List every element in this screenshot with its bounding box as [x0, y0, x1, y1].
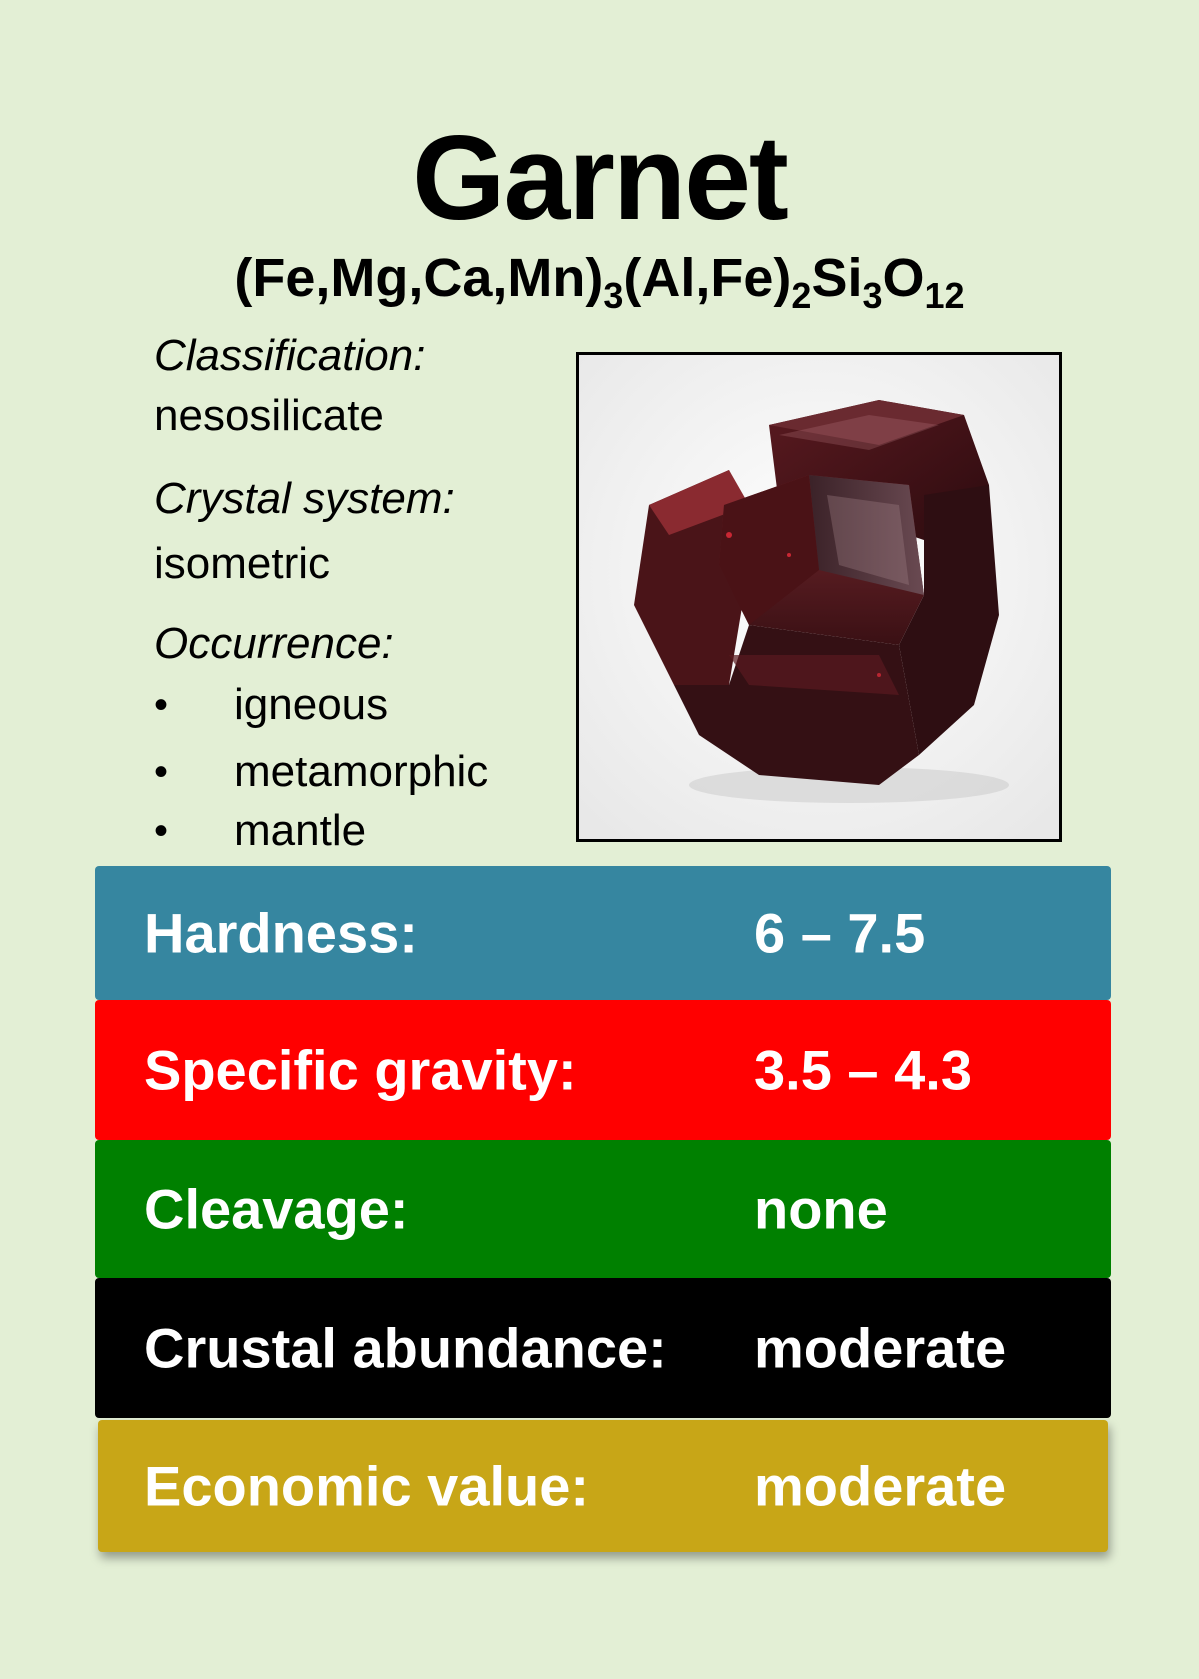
- formula-part: (Al,Fe): [623, 248, 792, 308]
- formula-part: O: [882, 248, 925, 308]
- bullet: •: [154, 750, 169, 794]
- mineral-photo: [576, 352, 1062, 842]
- chemical-formula: (Fe,Mg,Ca,Mn)3(Al,Fe)2Si3O12: [0, 246, 1199, 314]
- formula-subscript: 3: [862, 275, 883, 316]
- bullet: •: [154, 809, 169, 853]
- occurrence-item: mantle: [234, 806, 367, 855]
- occurrence-item: metamorphic: [234, 747, 489, 796]
- property-label: Cleavage:: [144, 1177, 409, 1241]
- formula-subscript: 12: [924, 275, 965, 316]
- mineral-title: Garnet: [412, 111, 789, 245]
- property-bar-hardness: Hardness: 6 – 7.5: [95, 866, 1111, 1000]
- property-label: Hardness:: [144, 901, 418, 965]
- formula-subscript: 3: [603, 275, 624, 316]
- formula-part: (Fe,Mg,Ca,Mn): [234, 248, 604, 308]
- property-value: 6 – 7.5: [754, 901, 926, 965]
- crystal-system-value: isometric: [154, 539, 331, 588]
- property-label: Economic value:: [144, 1454, 590, 1518]
- formula-subscript: 2: [791, 275, 812, 316]
- classification-label: Classification:: [154, 331, 426, 380]
- property-bar-economic-value: Economic value: moderate: [98, 1420, 1108, 1552]
- property-label: Crustal abundance:: [144, 1316, 667, 1380]
- formula-part: Si: [811, 248, 863, 308]
- property-bar-crustal-abundance: Crustal abundance: moderate: [95, 1278, 1111, 1418]
- crystal-system-label: Crystal system:: [154, 474, 455, 523]
- garnet-crystal-image: [579, 355, 1059, 839]
- property-value: none: [754, 1177, 888, 1241]
- property-bar-specific-gravity: Specific gravity: 3.5 – 4.3: [95, 1000, 1111, 1140]
- property-bar-cleavage: Cleavage: none: [95, 1140, 1111, 1278]
- occurrence-item: igneous: [234, 680, 389, 729]
- occurrence-label: Occurrence:: [154, 619, 394, 668]
- bullet: •: [154, 683, 169, 727]
- property-value: moderate: [754, 1316, 1007, 1380]
- property-value: moderate: [754, 1454, 1007, 1518]
- classification-value: nesosilicate: [154, 391, 384, 440]
- property-label: Specific gravity:: [144, 1038, 577, 1102]
- property-value: 3.5 – 4.3: [754, 1038, 972, 1102]
